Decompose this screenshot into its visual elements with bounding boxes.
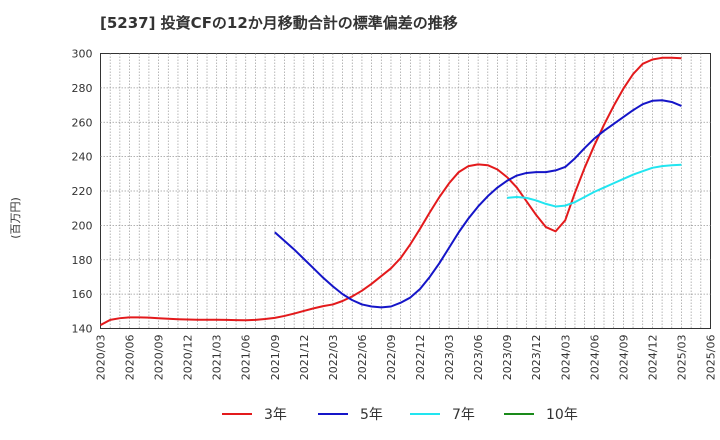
series-line-0 <box>100 56 682 326</box>
x-axis: 2020/03 2020/06 2020/09 2020/12 2021/03 2021/… <box>95 334 718 380</box>
x-tick-label: 2022/06 <box>356 335 369 381</box>
y-tick-label: 160 <box>72 288 93 301</box>
x-tick-label: 2022/09 <box>385 335 398 381</box>
legend-label: 3年 <box>264 407 287 423</box>
legend-label: 5年 <box>360 407 383 423</box>
x-tick-label: 2020/12 <box>182 335 195 381</box>
y-tick-label: 260 <box>72 116 93 129</box>
x-tick-label: 2024/09 <box>617 335 630 381</box>
x-tick-label: 2022/03 <box>327 335 340 381</box>
y-tick-label: 180 <box>72 254 93 267</box>
x-tick-label: 2021/12 <box>298 335 311 381</box>
x-tick-label: 2023/09 <box>501 334 514 380</box>
y-tick-label: 200 <box>72 219 93 232</box>
x-tick-label: 2023/12 <box>530 335 543 381</box>
y-tick-label: 240 <box>72 151 93 164</box>
x-tick-label: 2021/06 <box>240 335 253 381</box>
x-tick-label: 2020/03 <box>95 335 108 381</box>
x-tick-label: 2024/03 <box>559 335 572 381</box>
x-tick-label: 2023/06 <box>472 334 485 380</box>
series-lines <box>100 56 682 326</box>
series-line-2 <box>507 163 682 208</box>
y-tick-label: 220 <box>72 185 93 198</box>
chart-title: [5237] 投資CFの12か月移動合計の標準偏差の推移 <box>100 14 458 32</box>
legend: 3年 5年 7年 10年 <box>222 407 578 423</box>
y-axis: 140 160 180 200 220 240 260 280 300 <box>72 48 93 336</box>
series-line-1 <box>274 99 682 309</box>
x-tick-label: 2020/09 <box>153 335 166 381</box>
y-tick-label: 280 <box>72 82 93 95</box>
legend-label: 10年 <box>546 407 578 423</box>
y-tick-label: 300 <box>72 48 93 61</box>
x-tick-label: 2021/09 <box>269 335 282 381</box>
x-tick-label: 2021/03 <box>211 335 224 381</box>
y-tick-label: 140 <box>72 323 93 336</box>
x-tick-label: 2025/06 <box>705 335 718 381</box>
x-tick-label: 2020/06 <box>124 335 137 381</box>
x-tick-label: 2023/03 <box>443 335 456 381</box>
legend-label: 7年 <box>452 407 475 423</box>
x-tick-label: 2025/03 <box>675 335 688 381</box>
x-tick-label: 2022/12 <box>414 335 427 381</box>
x-tick-label: 2024/06 <box>588 335 601 381</box>
x-tick-label: 2024/12 <box>646 335 659 381</box>
